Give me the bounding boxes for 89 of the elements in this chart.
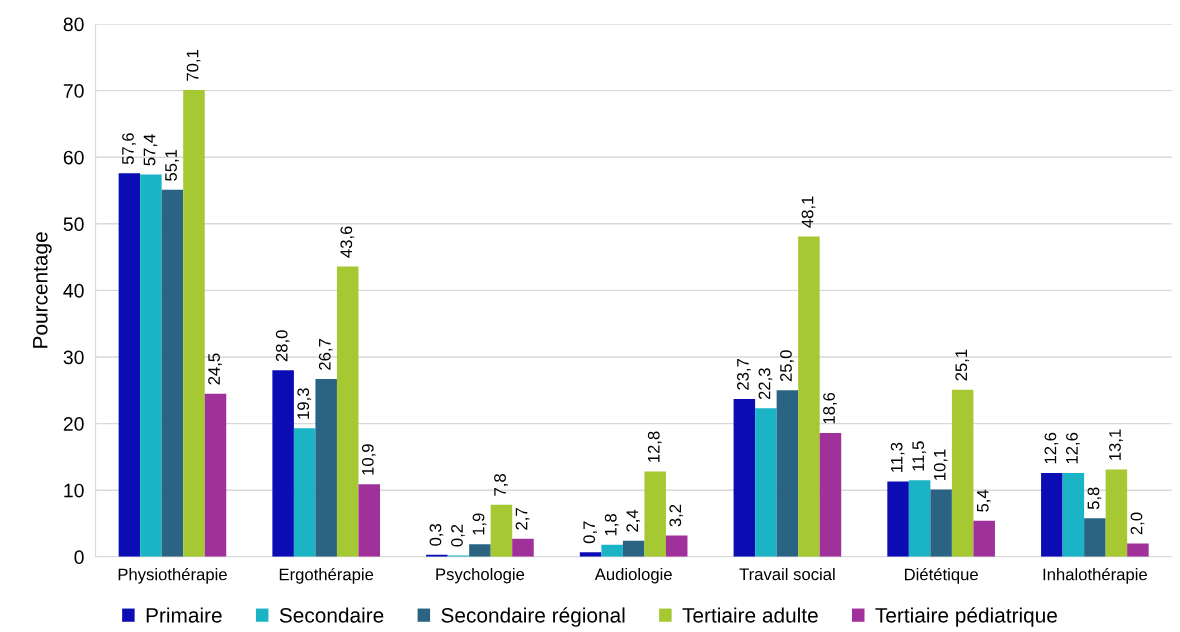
bar — [665, 535, 688, 557]
bar — [118, 173, 141, 557]
data-label: 2,0 — [1130, 512, 1145, 535]
y-tick-label: 0 — [74, 550, 84, 565]
y-tick-label: 50 — [63, 217, 84, 232]
bar — [733, 398, 756, 557]
data-label: 10,9 — [361, 444, 376, 475]
bar — [358, 484, 380, 557]
y-tick-label: 80 — [63, 17, 84, 32]
x-tick-label: Diététique — [904, 567, 978, 584]
bar — [601, 544, 623, 557]
data-label: 2,7 — [515, 508, 530, 530]
bar — [951, 389, 974, 557]
legend-label: Primaire — [146, 607, 222, 623]
data-label: 11,3 — [890, 442, 905, 472]
legend-label: Tertiaire adulte — [682, 607, 818, 623]
y-tick-label: 70 — [63, 84, 84, 98]
data-label: 23,7 — [737, 359, 751, 390]
bar — [336, 266, 359, 557]
data-label: 12,6 — [1044, 432, 1059, 464]
data-label: 18,6 — [823, 392, 837, 424]
x-tick-label: Ergothérapie — [279, 567, 374, 584]
legend-label: Secondaire — [279, 607, 384, 623]
bar — [798, 236, 820, 557]
x-tick-label: Travail social — [739, 567, 835, 581]
data-label: 2,4 — [626, 509, 641, 532]
bar — [315, 378, 337, 557]
bar — [490, 504, 513, 557]
bar — [644, 471, 666, 557]
bar — [512, 538, 534, 557]
y-tick-label: 10 — [64, 483, 84, 498]
data-label: 70,1 — [186, 49, 201, 81]
data-label: 25,0 — [780, 350, 794, 382]
bar — [272, 370, 294, 557]
data-label: 43,6 — [340, 226, 355, 258]
y-tick-label: 30 — [63, 350, 84, 365]
bar — [1105, 469, 1128, 557]
legend-label: Tertiaire pédiatrique — [875, 607, 1057, 627]
data-label: 55,1 — [165, 149, 179, 181]
x-tick-label: Physiothérapie — [118, 567, 227, 584]
y-tick-label: 60 — [63, 150, 84, 165]
data-label: 28,0 — [275, 330, 290, 362]
data-label: 0,3 — [429, 524, 444, 546]
data-label: 57,6 — [122, 133, 136, 165]
data-label: 1,9 — [472, 513, 487, 535]
bar — [755, 408, 777, 557]
data-label: 26,7 — [318, 339, 333, 370]
bar — [183, 89, 205, 557]
bar — [622, 540, 645, 557]
bar — [819, 432, 842, 557]
data-label: 25,1 — [955, 349, 970, 381]
bar — [1041, 472, 1063, 557]
bar — [887, 481, 909, 557]
data-label: 7,8 — [494, 474, 508, 496]
y-tick-label: 20 — [63, 417, 84, 431]
bar — [1127, 543, 1149, 557]
data-label: 12,8 — [647, 431, 662, 462]
bar — [469, 544, 491, 557]
data-label: 5,8 — [1087, 487, 1102, 510]
data-label: 11,5 — [912, 441, 927, 471]
data-label: 10,1 — [933, 449, 948, 480]
data-label: 3,2 — [669, 504, 684, 527]
bar — [161, 189, 184, 557]
bar — [293, 428, 316, 557]
legend-label: Secondaire régional — [441, 607, 625, 627]
data-label: 57,4 — [143, 134, 158, 166]
y-axis-title: Pourcentage — [33, 232, 52, 348]
data-label: 13,1 — [1109, 429, 1123, 460]
data-label: 0,2 — [451, 524, 465, 547]
bar — [776, 390, 799, 557]
data-label: 22,3 — [758, 368, 773, 400]
data-label: 12,6 — [1066, 432, 1080, 464]
x-tick-label: Audiologie — [594, 567, 672, 584]
bar — [140, 174, 162, 557]
data-label: 5,4 — [977, 489, 991, 512]
bar — [973, 520, 995, 557]
data-label: 19,3 — [297, 388, 312, 419]
data-label: 1,8 — [604, 514, 619, 536]
data-label: 48,1 — [801, 196, 816, 228]
data-label: 24,5 — [208, 353, 222, 385]
data-label: 0,7 — [583, 521, 598, 544]
bar — [204, 393, 227, 557]
bar — [908, 480, 931, 557]
bar — [1084, 518, 1106, 557]
bar — [930, 489, 952, 557]
y-tick-label: 40 — [63, 283, 84, 298]
x-tick-label: Inhalothérapie — [1043, 567, 1147, 584]
bar — [1062, 472, 1085, 557]
x-tick-label: Psychologie — [436, 567, 525, 584]
